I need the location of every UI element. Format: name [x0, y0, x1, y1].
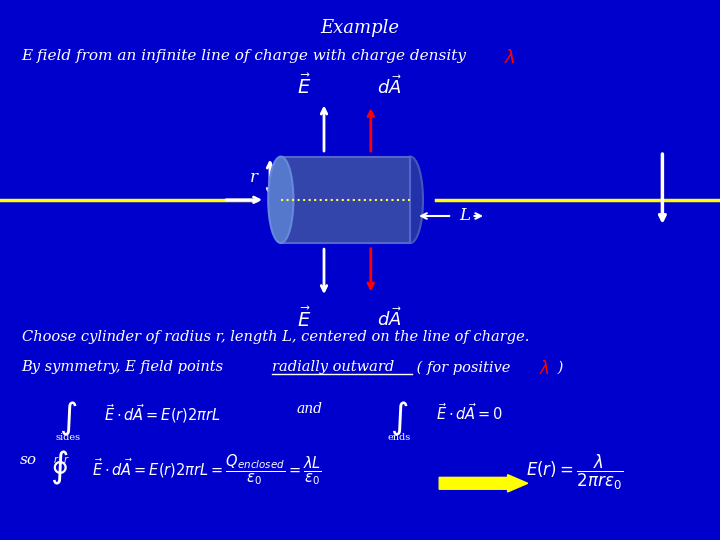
- Text: $d\vec{A}$: $d\vec{A}$: [377, 76, 403, 98]
- Bar: [281, 157, 410, 243]
- Text: r: r: [250, 168, 258, 186]
- Text: sides: sides: [56, 433, 81, 442]
- Text: $r$: $r$: [53, 454, 59, 464]
- Text: ( for positive: ( for positive: [412, 360, 515, 375]
- Text: $\vec{E}$: $\vec{E}$: [297, 74, 311, 98]
- Text: $\lambda$: $\lambda$: [539, 360, 549, 378]
- Text: $\vec{E}\cdot d\vec{A} = E(r)2\pi rL = \dfrac{Q_{enclosed}}{\varepsilon_0} = \df: $\vec{E}\cdot d\vec{A} = E(r)2\pi rL = \…: [92, 453, 322, 488]
- Text: By symmetry, E field points: By symmetry, E field points: [22, 360, 228, 374]
- FancyArrow shape: [439, 475, 528, 492]
- Text: $\int$: $\int$: [390, 400, 409, 438]
- Text: $E(r) = \dfrac{\lambda}{2\pi r\varepsilon_0}$: $E(r) = \dfrac{\lambda}{2\pi r\varepsilo…: [526, 453, 623, 492]
- Text: Choose cylinder of radius r, length L, centered on the line of charge.: Choose cylinder of radius r, length L, c…: [22, 330, 529, 345]
- Text: $r$: $r$: [63, 454, 70, 464]
- Text: ends: ends: [388, 433, 411, 442]
- Text: radially outward: radially outward: [272, 360, 395, 374]
- Text: $\int$: $\int$: [59, 400, 78, 438]
- Text: L: L: [459, 207, 470, 225]
- Text: $\vec{E}\cdot d\vec{A} = E(r)2\pi rL$: $\vec{E}\cdot d\vec{A} = E(r)2\pi rL$: [104, 402, 221, 425]
- Ellipse shape: [268, 157, 294, 243]
- Text: and: and: [297, 402, 323, 416]
- Ellipse shape: [397, 157, 423, 243]
- Text: $d\vec{A}$: $d\vec{A}$: [377, 307, 403, 329]
- Text: $\vec{E}$: $\vec{E}$: [297, 307, 311, 331]
- Text: Example: Example: [320, 19, 400, 37]
- Text: so: so: [20, 453, 37, 467]
- Text: $\vec{E}\cdot d\vec{A} = 0$: $\vec{E}\cdot d\vec{A} = 0$: [436, 402, 503, 423]
- Text: $\oint$: $\oint$: [50, 449, 68, 488]
- Text: $\lambda$: $\lambda$: [504, 49, 516, 66]
- Text: ): ): [553, 360, 563, 374]
- Text: E field from an infinite line of charge with charge density: E field from an infinite line of charge …: [22, 49, 472, 63]
